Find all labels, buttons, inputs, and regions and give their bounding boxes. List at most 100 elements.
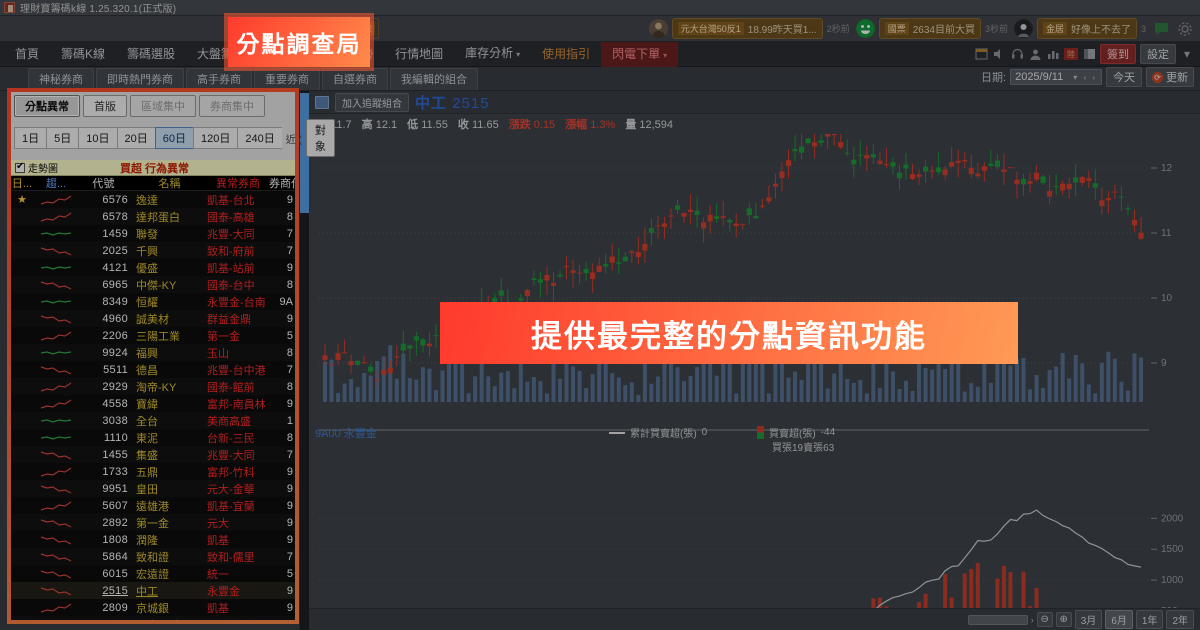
day-button-120[interactable]: 120日: [193, 127, 238, 149]
table-row[interactable]: 1733 五鼎 富邦-竹科 9: [11, 463, 295, 480]
row-name[interactable]: 恒耀: [136, 296, 158, 309]
row-name[interactable]: 宏遠證: [136, 568, 169, 581]
row-broker[interactable]: 玉山: [207, 347, 229, 360]
headset-icon[interactable]: [1010, 48, 1024, 61]
tab-region-concentration[interactable]: 區域集中: [130, 95, 196, 117]
table-row[interactable]: 2515 中工 永豐金 9: [11, 582, 295, 599]
row-broker[interactable]: 台新-三民: [207, 432, 255, 445]
menu-item-chip-screen[interactable]: 籌碼選股: [127, 46, 176, 61]
comment-icon[interactable]: [1152, 20, 1170, 38]
row-broker[interactable]: 致和-儒里: [207, 551, 255, 564]
row-broker[interactable]: 凱基-台北: [207, 194, 255, 207]
row-broker[interactable]: 兆豐-台中港: [207, 364, 266, 377]
signin-button[interactable]: 簽到: [1100, 44, 1136, 64]
row-name[interactable]: 京城銀: [136, 602, 169, 615]
table-row[interactable]: 2809 京城銀 凱基 9: [11, 599, 295, 616]
row-broker[interactable]: 統一: [207, 568, 229, 581]
day-button-240[interactable]: 240日: [237, 127, 282, 149]
scrollbar-thumb[interactable]: [300, 93, 309, 213]
row-name[interactable]: 皇田: [136, 483, 158, 496]
person-icon[interactable]: [1028, 48, 1042, 61]
add-to-track-button[interactable]: 加入追蹤組合: [335, 92, 409, 112]
table-row[interactable]: 1808 潤隆 凱基 9: [11, 531, 295, 548]
row-broker[interactable]: 致和-府前: [207, 245, 255, 258]
object-button[interactable]: 對象: [305, 119, 335, 157]
zoom-in-icon[interactable]: ⊕: [1055, 612, 1072, 627]
row-code[interactable]: 4960: [102, 312, 128, 325]
row-name[interactable]: 優盛: [136, 262, 158, 275]
table-row[interactable]: 5864 致和證 致和-儒里 7: [11, 548, 295, 565]
menu-item-home[interactable]: 首頁: [15, 46, 40, 61]
speaker-icon[interactable]: [992, 48, 1006, 61]
table-row[interactable]: 4558 寶緯 富邦-南員林 9: [11, 395, 295, 412]
chat-item[interactable]: 國票 2634目前大買 3秒前: [855, 18, 1008, 39]
row-code[interactable]: 5864: [102, 550, 128, 563]
day-button-10[interactable]: 10日: [78, 127, 117, 149]
row-code[interactable]: 1808: [102, 533, 128, 546]
zoom-out-icon[interactable]: ⊖: [1036, 612, 1053, 627]
row-name[interactable]: 逸達: [136, 194, 158, 207]
date-spinner-icon[interactable]: ▾ ‹ ›: [1073, 72, 1097, 82]
range-button-3m[interactable]: 3月: [1074, 610, 1103, 629]
row-name[interactable]: 中工: [136, 585, 158, 598]
row-broker[interactable]: 永豐金-台南: [207, 296, 266, 309]
gear-icon[interactable]: [1176, 20, 1194, 38]
broker-tab-my-group[interactable]: 我編輯的組合: [390, 68, 478, 90]
table-row[interactable]: 2929 淘帝-KY 國泰-館前 8: [11, 378, 295, 395]
chart-canvas[interactable]: 12111092000150010005000-500-1000/144/015…: [309, 122, 1200, 630]
row-broker[interactable]: 第一金: [207, 330, 240, 343]
row-name[interactable]: 遠雄港: [136, 500, 169, 513]
row-code[interactable]: 6015: [102, 567, 128, 580]
table-row[interactable]: ★ 6576 逸達 凱基-台北 9: [11, 191, 295, 208]
row-broker[interactable]: 國票-安和: [203, 617, 269, 621]
table-row[interactable]: 6965 中傑-KY 國泰-台中 8: [11, 276, 295, 293]
broker-tab-custom[interactable]: 自選券商: [322, 68, 388, 90]
window-icon[interactable]: [974, 48, 988, 61]
row-broker[interactable]: 凱基: [207, 534, 229, 547]
broker-tab-major[interactable]: 重要券商: [254, 68, 320, 90]
row-code[interactable]: 7747: [79, 619, 133, 621]
row-broker[interactable]: 國泰-館前: [207, 381, 255, 394]
row-name[interactable]: 潤隆: [136, 534, 158, 547]
chat-bubble[interactable]: 元大台灣50反1 18.99昨天買1...: [671, 18, 823, 39]
left-panel-scrollbar[interactable]: [299, 91, 309, 630]
trend-chart-checkbox[interactable]: 走勢圖: [15, 160, 58, 175]
row-code[interactable]: 4558: [102, 397, 128, 410]
row-broker[interactable]: 國泰-高雄: [207, 211, 255, 224]
table-row[interactable]: 2025 千興 致和-府前 7: [11, 242, 295, 259]
row-broker[interactable]: 凱基: [207, 602, 229, 615]
chat-bubble[interactable]: 國票 2634目前大買: [878, 18, 981, 39]
range-button-1y[interactable]: 1年: [1135, 610, 1164, 629]
row-broker[interactable]: 富邦-竹科: [207, 466, 255, 479]
broker-tab-hot[interactable]: 即時熱門券商: [96, 68, 184, 90]
row-name[interactable]: 三陽工業: [136, 330, 180, 343]
table-row[interactable]: 1455 集盛 兆豐-大同 7: [11, 446, 295, 463]
table-row[interactable]: 3038 全台 美商高盛 1: [11, 412, 295, 429]
row-broker[interactable]: 群益金鼎: [207, 313, 251, 326]
row-code[interactable]: 2929: [102, 380, 128, 393]
row-code[interactable]: 9951: [102, 482, 128, 495]
settings-button[interactable]: 設定: [1140, 44, 1176, 64]
row-name[interactable]: 德昌: [136, 364, 158, 377]
table-row[interactable]: 2206 三陽工業 第一金 5: [11, 327, 295, 344]
row-broker[interactable]: 凱基-站前: [207, 262, 255, 275]
chevron-down-icon[interactable]: ▾: [1183, 47, 1191, 61]
row-code[interactable]: 1110: [103, 431, 128, 444]
row-code[interactable]: 8349: [102, 295, 128, 308]
table-row[interactable]: 5511 德昌 兆豐-台中港 7: [11, 361, 295, 378]
broker-tab-mystery[interactable]: 神秘券商: [28, 68, 94, 90]
row-broker[interactable]: 永豐金: [207, 585, 240, 598]
row-code[interactable]: 6965: [102, 278, 128, 291]
range-button-6m[interactable]: 6月: [1105, 610, 1133, 629]
row-code[interactable]: 3038: [102, 414, 128, 427]
row-name[interactable]: 全台: [136, 415, 158, 428]
table-row[interactable]: 6578 達邦蛋白 國泰-高雄 8: [11, 208, 295, 225]
table-row[interactable]: 6015 宏遠證 統一 5: [11, 565, 295, 582]
col-trend[interactable]: 趨...: [45, 178, 67, 190]
refresh-button[interactable]: ⟳ 更新: [1146, 67, 1194, 87]
chart-icon[interactable]: [1046, 48, 1060, 61]
row-code[interactable]: 1733: [102, 465, 128, 478]
menu-item-quick-order[interactable]: 閃電下單 ▾: [601, 41, 679, 67]
row-star[interactable]: ★: [17, 194, 27, 206]
menu-item-inventory[interactable]: 庫存分析 ▾: [454, 41, 531, 67]
